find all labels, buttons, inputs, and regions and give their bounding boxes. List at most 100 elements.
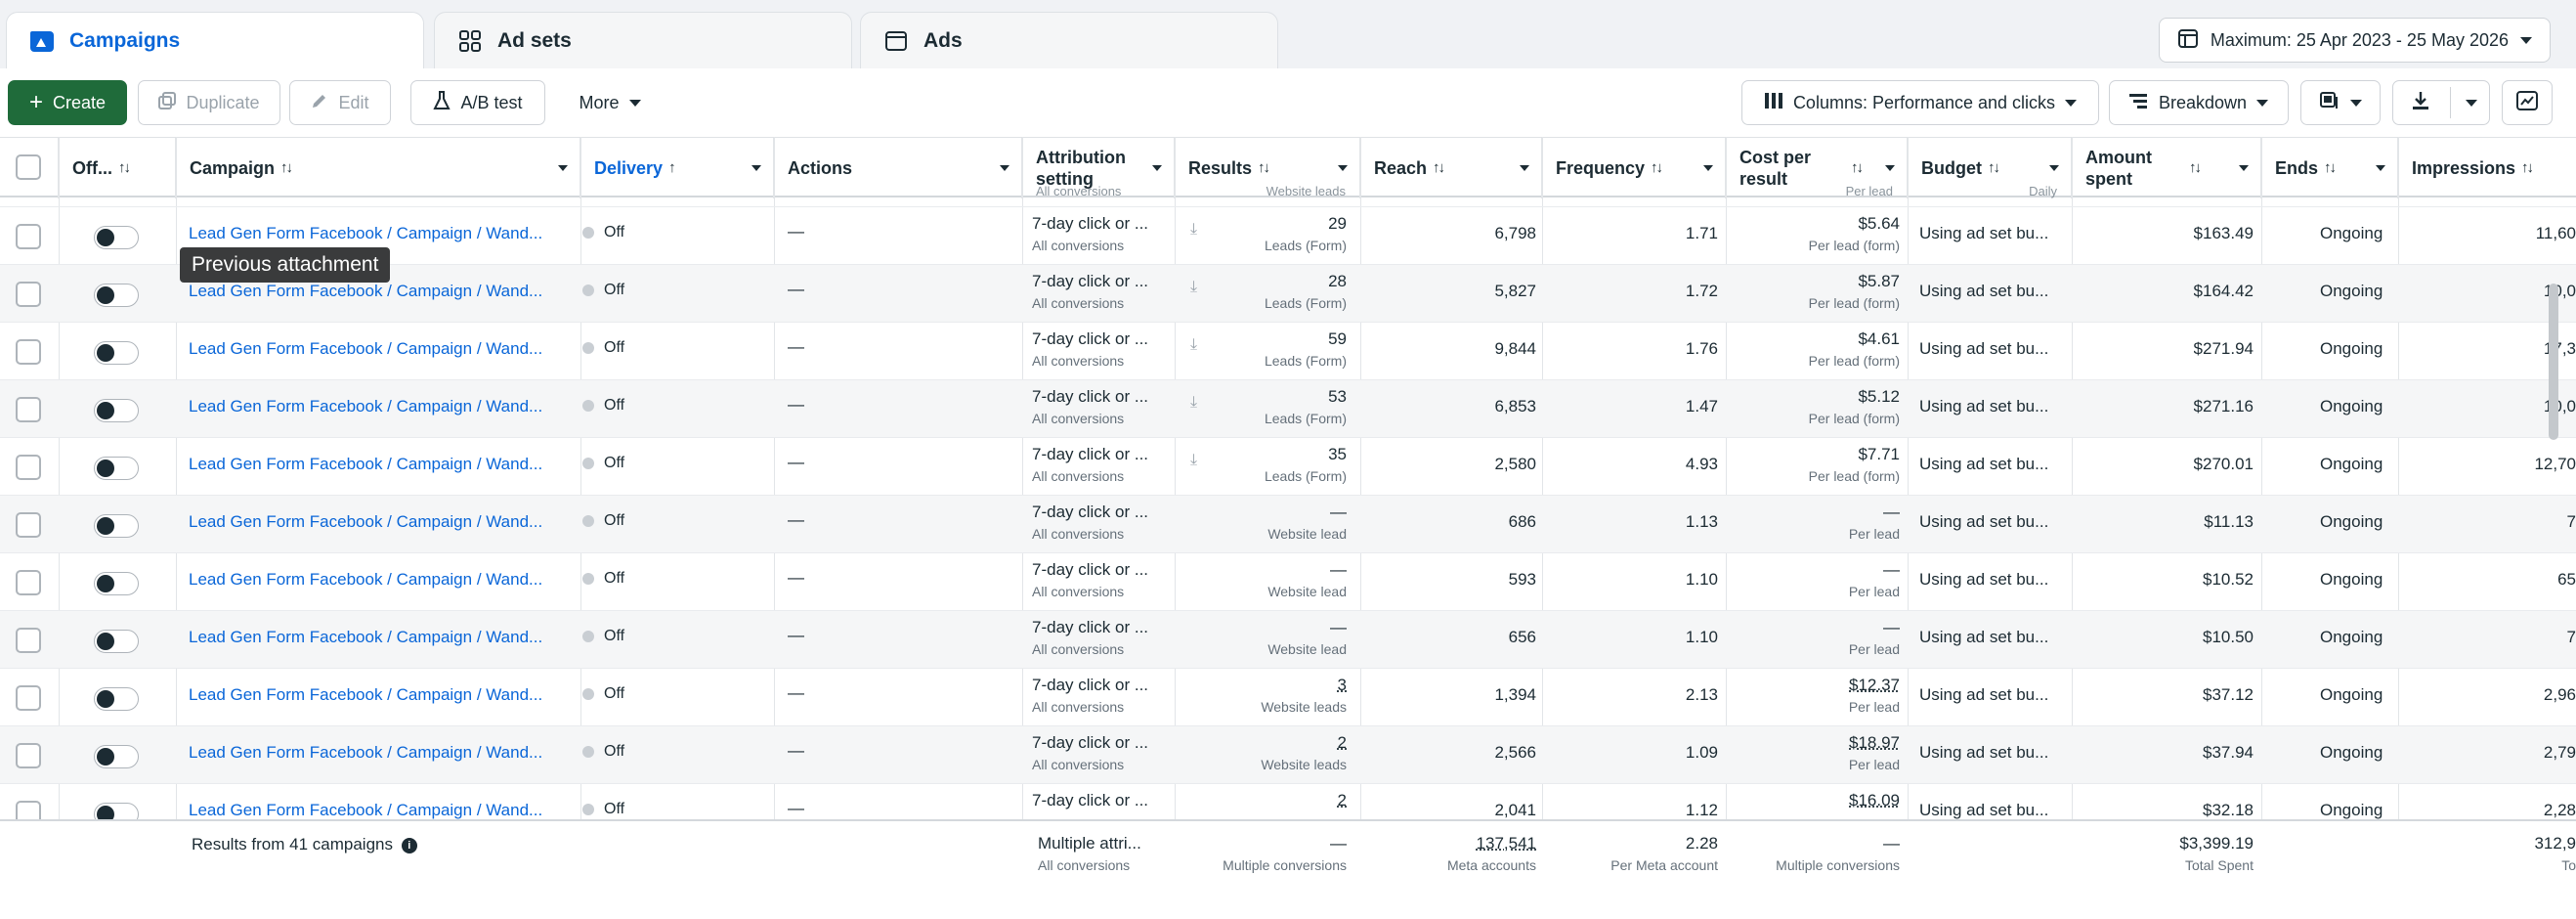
campaign-name-link[interactable]: Lead Gen Form Facebook / Campaign / Wand… xyxy=(189,224,543,242)
cost-per-result-value[interactable]: — xyxy=(1883,618,1900,636)
tab-ad-sets[interactable]: Ad sets xyxy=(434,12,852,68)
campaign-name-link[interactable]: Lead Gen Form Facebook / Campaign / Wand… xyxy=(189,570,543,589)
chevron-down-icon[interactable] xyxy=(1152,165,1162,171)
campaign-name-link[interactable]: Lead Gen Form Facebook / Campaign / Wand… xyxy=(189,512,543,531)
download-arrow-icon[interactable]: ⤓ xyxy=(1190,452,1198,468)
chevron-down-icon[interactable] xyxy=(1520,165,1529,171)
column-header-results[interactable]: Results ↑↓ Website leads xyxy=(1175,138,1360,198)
campaign-name-link[interactable]: Lead Gen Form Facebook / Campaign / Wand… xyxy=(189,685,543,704)
info-icon[interactable]: i xyxy=(401,837,417,853)
table-row[interactable]: Lead Gen Form Facebook / Campaign / Wand… xyxy=(0,323,2576,380)
create-button[interactable]: + Create xyxy=(8,80,127,125)
campaign-on-off-toggle[interactable] xyxy=(94,514,139,538)
results-value[interactable]: — xyxy=(1330,503,1347,521)
breakdown-button[interactable]: Breakdown xyxy=(2109,80,2289,125)
column-header-attribution[interactable]: Attribution setting All conversions xyxy=(1022,138,1175,198)
table-row[interactable]: Lead Gen Form Facebook / Campaign / Wand… xyxy=(0,726,2576,784)
tab-ads[interactable]: Ads xyxy=(860,12,1278,68)
column-header-impressions[interactable]: Impressions ↑↓ xyxy=(2398,138,2576,198)
cost-per-result-value[interactable]: $5.12 xyxy=(1858,387,1900,406)
campaign-name-link[interactable]: Lead Gen Form Facebook / Campaign / Wand… xyxy=(189,397,543,416)
cost-per-result-value[interactable]: $7.71 xyxy=(1858,445,1900,463)
row-checkbox[interactable] xyxy=(16,628,41,653)
reports-button[interactable] xyxy=(2300,80,2381,125)
column-header-frequency[interactable]: Frequency ↑↓ xyxy=(1542,138,1726,198)
tab-campaigns[interactable]: Campaigns xyxy=(6,12,424,68)
column-header-campaign[interactable]: Campaign ↑↓ xyxy=(176,138,580,198)
column-header-off[interactable]: Off... ↑↓ xyxy=(59,138,176,198)
chevron-down-icon[interactable] xyxy=(751,165,761,171)
campaign-name-link[interactable]: Lead Gen Form Facebook / Campaign / Wand… xyxy=(189,455,543,473)
cost-per-result-value[interactable]: $4.61 xyxy=(1858,329,1900,348)
campaign-on-off-toggle[interactable] xyxy=(94,284,139,307)
results-value[interactable]: 3 xyxy=(1337,676,1347,694)
cost-per-result-value[interactable]: $12.37 xyxy=(1849,676,1900,694)
results-value[interactable]: 35 xyxy=(1328,445,1347,463)
results-value[interactable]: 2 xyxy=(1337,791,1347,810)
column-header-delivery[interactable]: Delivery ↑ xyxy=(580,138,774,198)
cost-per-result-value[interactable]: — xyxy=(1883,503,1900,521)
results-value[interactable]: 28 xyxy=(1328,272,1347,290)
row-checkbox[interactable] xyxy=(16,224,41,249)
download-arrow-icon[interactable]: ⤓ xyxy=(1190,221,1198,238)
chevron-down-icon[interactable] xyxy=(2466,100,2477,107)
table-row[interactable]: Lead Gen Form Facebook / Campaign / Wand… xyxy=(0,553,2576,611)
column-header-reach[interactable]: Reach ↑↓ xyxy=(1360,138,1542,198)
column-header-amount-spent[interactable]: Amount spent ↑↓ xyxy=(2072,138,2261,198)
duplicate-button[interactable]: Duplicate xyxy=(138,80,280,125)
row-checkbox[interactable] xyxy=(16,455,41,480)
cost-per-result-value[interactable]: $5.64 xyxy=(1858,214,1900,233)
column-header-actions[interactable]: Actions xyxy=(774,138,1022,198)
results-value[interactable]: 59 xyxy=(1328,329,1347,348)
column-header-cost-per-result[interactable]: Cost per result ↑↓ Per lead xyxy=(1726,138,1908,198)
table-row[interactable]: Lead Gen Form Facebook / Campaign / Wand… xyxy=(0,380,2576,438)
chevron-down-icon[interactable] xyxy=(1885,165,1895,171)
results-value[interactable]: 29 xyxy=(1328,214,1347,233)
select-all-checkbox[interactable] xyxy=(16,154,41,180)
chevron-down-icon[interactable] xyxy=(2239,165,2249,171)
campaign-name-link[interactable]: Lead Gen Form Facebook / Campaign / Wand… xyxy=(189,339,543,358)
campaign-on-off-toggle[interactable] xyxy=(94,399,139,422)
cost-per-result-value[interactable]: $16.09 xyxy=(1849,791,1900,810)
results-value[interactable]: — xyxy=(1330,618,1347,636)
row-checkbox[interactable] xyxy=(16,282,41,307)
cost-per-result-value[interactable]: $5.87 xyxy=(1858,272,1900,290)
chart-view-button[interactable] xyxy=(2502,80,2553,125)
campaign-name-link[interactable]: Lead Gen Form Facebook / Campaign / Wand… xyxy=(189,282,543,300)
cost-per-result-value[interactable]: $18.97 xyxy=(1849,733,1900,752)
more-button[interactable]: More xyxy=(561,80,659,125)
row-checkbox[interactable] xyxy=(16,397,41,422)
export-button[interactable] xyxy=(2392,80,2490,125)
column-header-ends[interactable]: Ends ↑↓ xyxy=(2261,138,2398,198)
chevron-down-icon[interactable] xyxy=(1000,165,1009,171)
campaign-on-off-toggle[interactable] xyxy=(94,630,139,653)
download-arrow-icon[interactable]: ⤓ xyxy=(1190,279,1198,295)
date-range-picker[interactable]: Maximum: 25 Apr 2023 - 25 May 2026 xyxy=(2158,18,2551,63)
results-value[interactable]: 53 xyxy=(1328,387,1347,406)
table-row[interactable]: Lead Gen Form Facebook / Campaign / Wand… xyxy=(0,611,2576,669)
row-checkbox[interactable] xyxy=(16,512,41,538)
campaign-on-off-toggle[interactable] xyxy=(94,572,139,595)
table-row[interactable]: Lead Gen Form Facebook / Campaign / Wand… xyxy=(0,207,2576,265)
campaign-on-off-toggle[interactable] xyxy=(94,341,139,365)
chevron-down-icon[interactable] xyxy=(2049,165,2059,171)
chevron-down-icon[interactable] xyxy=(558,165,568,171)
download-arrow-icon[interactable]: ⤓ xyxy=(1190,336,1198,353)
cost-per-result-value[interactable]: — xyxy=(1883,560,1900,579)
campaign-name-link[interactable]: Lead Gen Form Facebook / Campaign / Wand… xyxy=(189,628,543,646)
table-row[interactable]: Lead Gen Form Facebook / Campaign / Wand… xyxy=(0,265,2576,323)
campaign-on-off-toggle[interactable] xyxy=(94,745,139,768)
table-row[interactable]: Lead Gen Form Facebook / Campaign / Wand… xyxy=(0,438,2576,496)
campaign-name-link[interactable]: Lead Gen Form Facebook / Campaign / Wand… xyxy=(189,801,543,819)
vertical-scrollbar[interactable] xyxy=(2549,284,2558,440)
column-header-budget[interactable]: Budget ↑↓ Daily xyxy=(1908,138,2072,198)
campaign-on-off-toggle[interactable] xyxy=(94,226,139,249)
table-row[interactable]: Lead Gen Form Facebook / Campaign / Wand… xyxy=(0,496,2576,553)
edit-button[interactable]: Edit xyxy=(289,80,391,125)
download-arrow-icon[interactable]: ⤓ xyxy=(1190,394,1198,411)
chevron-down-icon[interactable] xyxy=(1703,165,1713,171)
chevron-down-icon[interactable] xyxy=(2376,165,2385,171)
row-checkbox[interactable] xyxy=(16,570,41,595)
campaign-name-link[interactable]: Lead Gen Form Facebook / Campaign / Wand… xyxy=(189,743,543,762)
campaign-on-off-toggle[interactable] xyxy=(94,687,139,711)
